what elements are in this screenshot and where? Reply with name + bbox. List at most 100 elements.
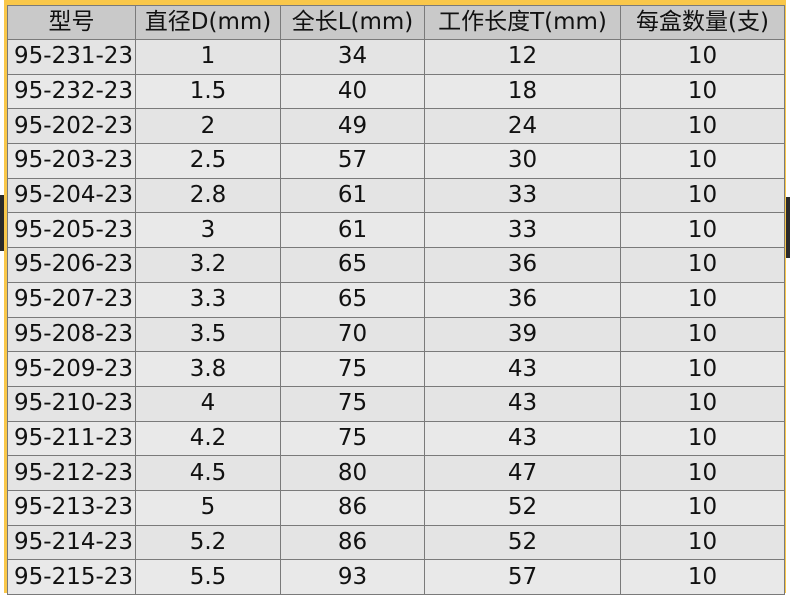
table-cell: 3.5 [135,316,281,353]
table-row: 95-213-23 5 86 52 10 [7,489,785,526]
table-cell: 34 [280,39,425,75]
table-cell: 10 [620,39,785,75]
left-edge-bar [0,195,4,251]
table-cell: 47 [424,455,621,491]
spec-table: 型号 直径D(mm) 全长L(mm) 工作长度T(mm) 每盒数量(支) 95-231-… [7,5,785,595]
table-cell: 24 [424,108,621,145]
table-cell: 86 [280,524,425,561]
table-cell: 75 [280,385,425,422]
table-cell: 95-209-23 [7,351,136,387]
table-cell: 95-212-23 [7,455,136,491]
table-cell: 52 [424,524,621,561]
table-cell: 61 [280,212,425,249]
table-cell: 43 [424,420,621,457]
table-cell: 33 [424,177,621,214]
table-row: 95-204-23 2.8 61 33 10 [7,177,785,214]
table-row: 95-232-23 1.5 40 18 10 [7,73,785,110]
table-cell: 57 [424,559,621,595]
column-header: 全长L(mm) [280,5,425,40]
table-cell: 95-206-23 [7,247,136,283]
table-cell: 75 [280,351,425,387]
table-cell: 40 [280,73,425,110]
table-cell: 10 [620,455,785,491]
table-cell: 10 [620,247,785,283]
table-cell: 18 [424,73,621,110]
table-cell: 75 [280,420,425,457]
table-row: 95-212-23 4.5 80 47 10 [7,455,785,491]
table-row: 95-215-23 5.5 93 57 10 [7,559,785,595]
column-header: 直径D(mm) [135,5,281,40]
table-row: 95-209-23 3.8 75 43 10 [7,351,785,387]
table-cell: 57 [280,143,425,179]
table-cell: 10 [620,73,785,110]
table-cell: 10 [620,108,785,145]
table-cell: 80 [280,455,425,491]
table-cell: 95-231-23 [7,39,136,75]
table-row: 95-231-23 1 34 12 10 [7,39,785,75]
table-cell: 61 [280,177,425,214]
table-cell: 2 [135,108,281,145]
table-cell: 36 [424,247,621,283]
table-cell: 95-232-23 [7,73,136,110]
table-cell: 65 [280,281,425,318]
header-row: 型号 直径D(mm) 全长L(mm) 工作长度T(mm) 每盒数量(支) [7,5,785,40]
table-cell: 10 [620,351,785,387]
table-cell: 43 [424,385,621,422]
table-cell: 95-203-23 [7,143,136,179]
table-cell: 5.2 [135,524,281,561]
table-row: 95-202-23 2 49 24 10 [7,108,785,145]
column-header: 工作长度T(mm) [424,5,621,40]
table-cell: 10 [620,143,785,179]
table-row: 95-205-23 3 61 33 10 [7,212,785,249]
table-row: 95-210-23 4 75 43 10 [7,385,785,422]
table-cell: 3 [135,212,281,249]
table-cell: 10 [620,177,785,214]
table-cell: 33 [424,212,621,249]
table-cell: 65 [280,247,425,283]
table-cell: 10 [620,420,785,457]
table-cell: 3.2 [135,247,281,283]
table-cell: 30 [424,143,621,179]
table-cell: 1 [135,39,281,75]
right-edge-bar [786,197,790,258]
table-row: 95-203-23 2.5 57 30 10 [7,143,785,179]
table-cell: 95-208-23 [7,316,136,353]
table-row: 95-207-23 3.3 65 36 10 [7,281,785,318]
table-row: 95-211-23 4.2 75 43 10 [7,420,785,457]
table-cell: 4.5 [135,455,281,491]
table-cell: 2.5 [135,143,281,179]
table-cell: 3.3 [135,281,281,318]
table-cell: 5.5 [135,559,281,595]
table-cell: 86 [280,489,425,526]
table-cell: 39 [424,316,621,353]
table-row: 95-206-23 3.2 65 36 10 [7,247,785,283]
table-cell: 10 [620,489,785,526]
table-cell: 36 [424,281,621,318]
table-cell: 95-211-23 [7,420,136,457]
table-cell: 10 [620,281,785,318]
table-cell: 49 [280,108,425,145]
column-header: 每盒数量(支) [620,5,785,40]
table-cell: 10 [620,559,785,595]
table-cell: 95-205-23 [7,212,136,249]
table-cell: 10 [620,524,785,561]
table-cell: 95-204-23 [7,177,136,214]
table-cell: 2.8 [135,177,281,214]
table-cell: 52 [424,489,621,526]
table-cell: 95-213-23 [7,489,136,526]
table-row: 95-214-23 5.2 86 52 10 [7,524,785,561]
table-cell: 10 [620,385,785,422]
table-cell: 70 [280,316,425,353]
table-cell: 4.2 [135,420,281,457]
table-row: 95-208-23 3.5 70 39 10 [7,316,785,353]
table-cell: 12 [424,39,621,75]
table-cell: 95-207-23 [7,281,136,318]
table-cell: 95-202-23 [7,108,136,145]
table-cell: 1.5 [135,73,281,110]
table-cell: 95-210-23 [7,385,136,422]
column-header: 型号 [7,5,136,40]
table-cell: 95-215-23 [7,559,136,595]
table-cell: 3.8 [135,351,281,387]
table-cell: 5 [135,489,281,526]
table-cell: 10 [620,212,785,249]
